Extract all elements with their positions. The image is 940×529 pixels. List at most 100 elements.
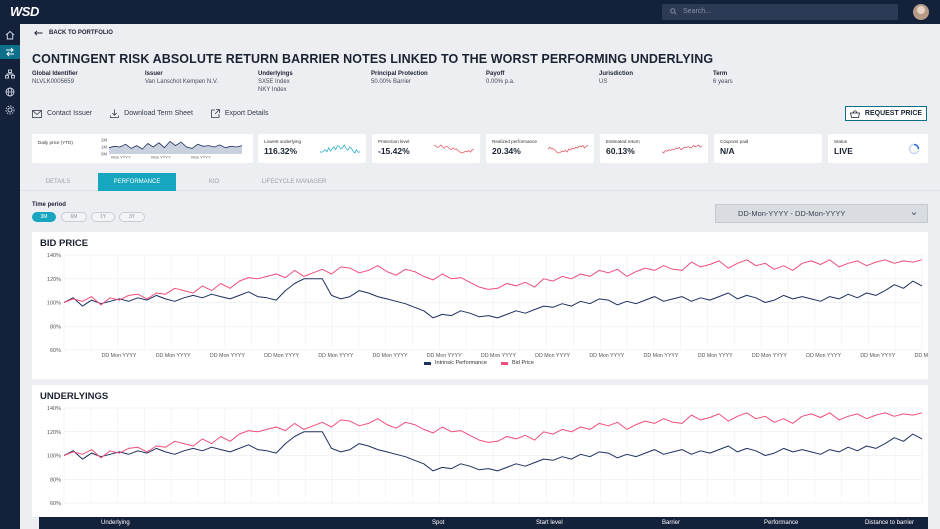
col-distance-to-barrier[interactable]: Distance to barrier bbox=[865, 520, 915, 526]
kpi-label: Status bbox=[834, 139, 848, 144]
x-tick-label: DD Mon YYYY bbox=[102, 353, 137, 359]
y-tick-label: 2M bbox=[101, 138, 107, 143]
kpi-label: Coupons paid bbox=[720, 139, 749, 144]
download-icon bbox=[110, 109, 120, 118]
col-underlying[interactable]: Underlying bbox=[101, 520, 130, 526]
x-tick-label: DD Mon YYYY bbox=[698, 353, 733, 359]
sparkline-path bbox=[548, 144, 588, 154]
search-input[interactable]: Search... bbox=[662, 4, 898, 20]
tab-kio[interactable]: KIO bbox=[208, 179, 220, 185]
kpi-value: 20.34% bbox=[492, 146, 521, 156]
x-tick-label: DD Mon YYYY bbox=[481, 353, 516, 359]
x-tick-label: DD Mon YYYY bbox=[752, 353, 787, 359]
meta-value: US bbox=[599, 79, 608, 85]
kpi-value: N/A bbox=[720, 146, 735, 156]
date-range-select[interactable]: DD-Mon-YYYY - DD-Mon-YYYY bbox=[715, 204, 928, 223]
user-avatar[interactable] bbox=[913, 4, 929, 20]
legend-item-intrinsic: Intrinsic Performance bbox=[424, 360, 487, 366]
col-spot[interactable]: Spot bbox=[432, 520, 445, 526]
kpi-value: LIVE bbox=[834, 146, 853, 156]
meta-label: Global Identifier bbox=[32, 71, 78, 77]
meta-value: Van Lanschot Kempen N.V. bbox=[145, 79, 219, 85]
top-bar: WSD Search... bbox=[0, 0, 940, 24]
meta-jurisdiction: Jurisdiction US bbox=[599, 70, 633, 86]
arrow-left-icon bbox=[34, 30, 43, 36]
envelope-icon bbox=[32, 109, 42, 118]
x-tick-label: Mon YYYY bbox=[151, 155, 171, 160]
sparkline-path bbox=[320, 144, 360, 154]
contact-issuer-button[interactable]: Contact Issuer bbox=[32, 109, 92, 118]
meta-term: Term 6 years bbox=[713, 70, 733, 86]
meta-label: Principal Protection bbox=[371, 71, 428, 77]
export-icon bbox=[210, 109, 220, 118]
kpi-label: Realized performance bbox=[492, 139, 537, 144]
kpi-realized-performance: Realized performance 20.34% bbox=[486, 134, 594, 163]
kpi-label: Daily price (YTD) bbox=[38, 140, 73, 145]
meta-global-identifier: Global Identifier NLVLK0005659 bbox=[32, 70, 78, 86]
y-tick-label: 1M bbox=[101, 145, 107, 150]
col-barrier[interactable]: Barrier bbox=[662, 520, 681, 526]
x-tick-label: DD Mon YYYY bbox=[535, 353, 570, 359]
x-tick-label: DD Mon YYYY bbox=[318, 353, 353, 359]
sparkline-path bbox=[434, 144, 474, 154]
legend-label: Intrinsic Performance bbox=[435, 360, 487, 366]
globe-icon[interactable] bbox=[3, 85, 17, 99]
x-tick-label: DD Mon YYYY bbox=[264, 353, 299, 359]
export-details-button[interactable]: Export Details bbox=[210, 109, 268, 118]
home-icon[interactable] bbox=[3, 28, 17, 42]
y-tick-label: 60% bbox=[50, 501, 61, 507]
meta-label: Jurisdiction bbox=[599, 71, 634, 77]
y-tick-label: 120% bbox=[47, 430, 61, 436]
request-price-button[interactable]: REQUEST PRICE bbox=[845, 106, 927, 121]
x-tick-label: DD Mon YYYY bbox=[860, 353, 895, 359]
contact-issuer-label: Contact Issuer bbox=[47, 110, 93, 117]
kpi-coupons-paid: Coupons paid N/A bbox=[714, 134, 822, 163]
kpi-lowest-underlying: Lowest underlying 116.32% bbox=[258, 134, 366, 163]
underlyings-panel: UNDERLYINGS 140% 120% 100% 80% 60% bbox=[32, 385, 928, 517]
period-6m[interactable]: 6M bbox=[61, 212, 87, 222]
underlyings-table-header: Underlying Spot Start level Barrier Perf… bbox=[39, 517, 928, 529]
kpi-label: Protection level bbox=[378, 139, 410, 144]
x-tick-label: DD Mon YYYY bbox=[915, 353, 928, 359]
download-term-sheet-button[interactable]: Download Term Sheet bbox=[110, 109, 193, 118]
tab-details[interactable]: DETAILS bbox=[45, 179, 71, 185]
settings-icon[interactable] bbox=[3, 103, 17, 117]
date-range-value: DD-Mon-YYYY - DD-Mon-YYYY bbox=[738, 209, 846, 218]
tab-lifecycle-manager[interactable]: LIFECYCLE MANAGER bbox=[261, 179, 327, 185]
tab-performance[interactable]: PERFORMANCE bbox=[98, 173, 176, 191]
time-period-label: Time period bbox=[32, 202, 66, 208]
kpi-estimated-return: Estimated return 60.13% bbox=[600, 134, 708, 163]
chart-title: UNDERLYINGS bbox=[40, 391, 109, 402]
request-price-label: REQUEST PRICE bbox=[864, 110, 923, 117]
legend-swatch bbox=[424, 361, 431, 365]
series-line-intrinsic-performance bbox=[63, 278, 923, 319]
col-performance[interactable]: Performance bbox=[764, 520, 799, 526]
bid-price-chart: 140% 120% 100% 80% 60% DD Mon YYYY DD Mon YYYY… bbox=[47, 253, 928, 359]
x-tick-label: DD Mon YYYY bbox=[210, 353, 245, 359]
period-3m[interactable]: 3M bbox=[32, 212, 56, 222]
app-logo[interactable]: WSD bbox=[10, 4, 39, 19]
period-1y[interactable]: 1Y bbox=[91, 212, 115, 222]
transfer-arrows-icon[interactable] bbox=[0, 45, 20, 59]
kpi-label: Estimated return bbox=[606, 139, 640, 144]
x-tick-label: DD Mon YYYY bbox=[806, 353, 841, 359]
legend-label: Bid Price bbox=[511, 360, 534, 366]
page-title: CONTINGENT RISK ABSOLUTE RETURN BARRIER … bbox=[32, 52, 714, 66]
kpi-sparkline bbox=[662, 144, 702, 154]
main-content: BACK TO PORTFOLIO CONTINGENT RISK ABSOLU… bbox=[20, 24, 940, 529]
x-tick-label: Mon YYYY bbox=[111, 155, 131, 160]
sidebar bbox=[0, 24, 20, 529]
kpi-sparkline bbox=[434, 144, 474, 154]
kpi-sparkline bbox=[320, 144, 360, 154]
chart-title: BID PRICE bbox=[40, 238, 89, 249]
x-tick-label: DD Mon YYYY bbox=[589, 353, 624, 359]
y-tick-label: 0M bbox=[101, 152, 107, 157]
col-start-level[interactable]: Start level bbox=[536, 520, 563, 526]
network-icon[interactable] bbox=[3, 67, 17, 81]
meta-value: 0.00% p.a. bbox=[486, 79, 515, 85]
x-tick-label: DD Mon YYYY bbox=[644, 353, 679, 359]
back-to-portfolio-link[interactable]: BACK TO PORTFOLIO bbox=[34, 30, 113, 36]
period-3y[interactable]: 3Y bbox=[119, 212, 145, 222]
x-tick-label: DD Mon YYYY bbox=[156, 353, 191, 359]
meta-principal-protection: Principal Protection 50.00% Barrier bbox=[371, 70, 428, 86]
